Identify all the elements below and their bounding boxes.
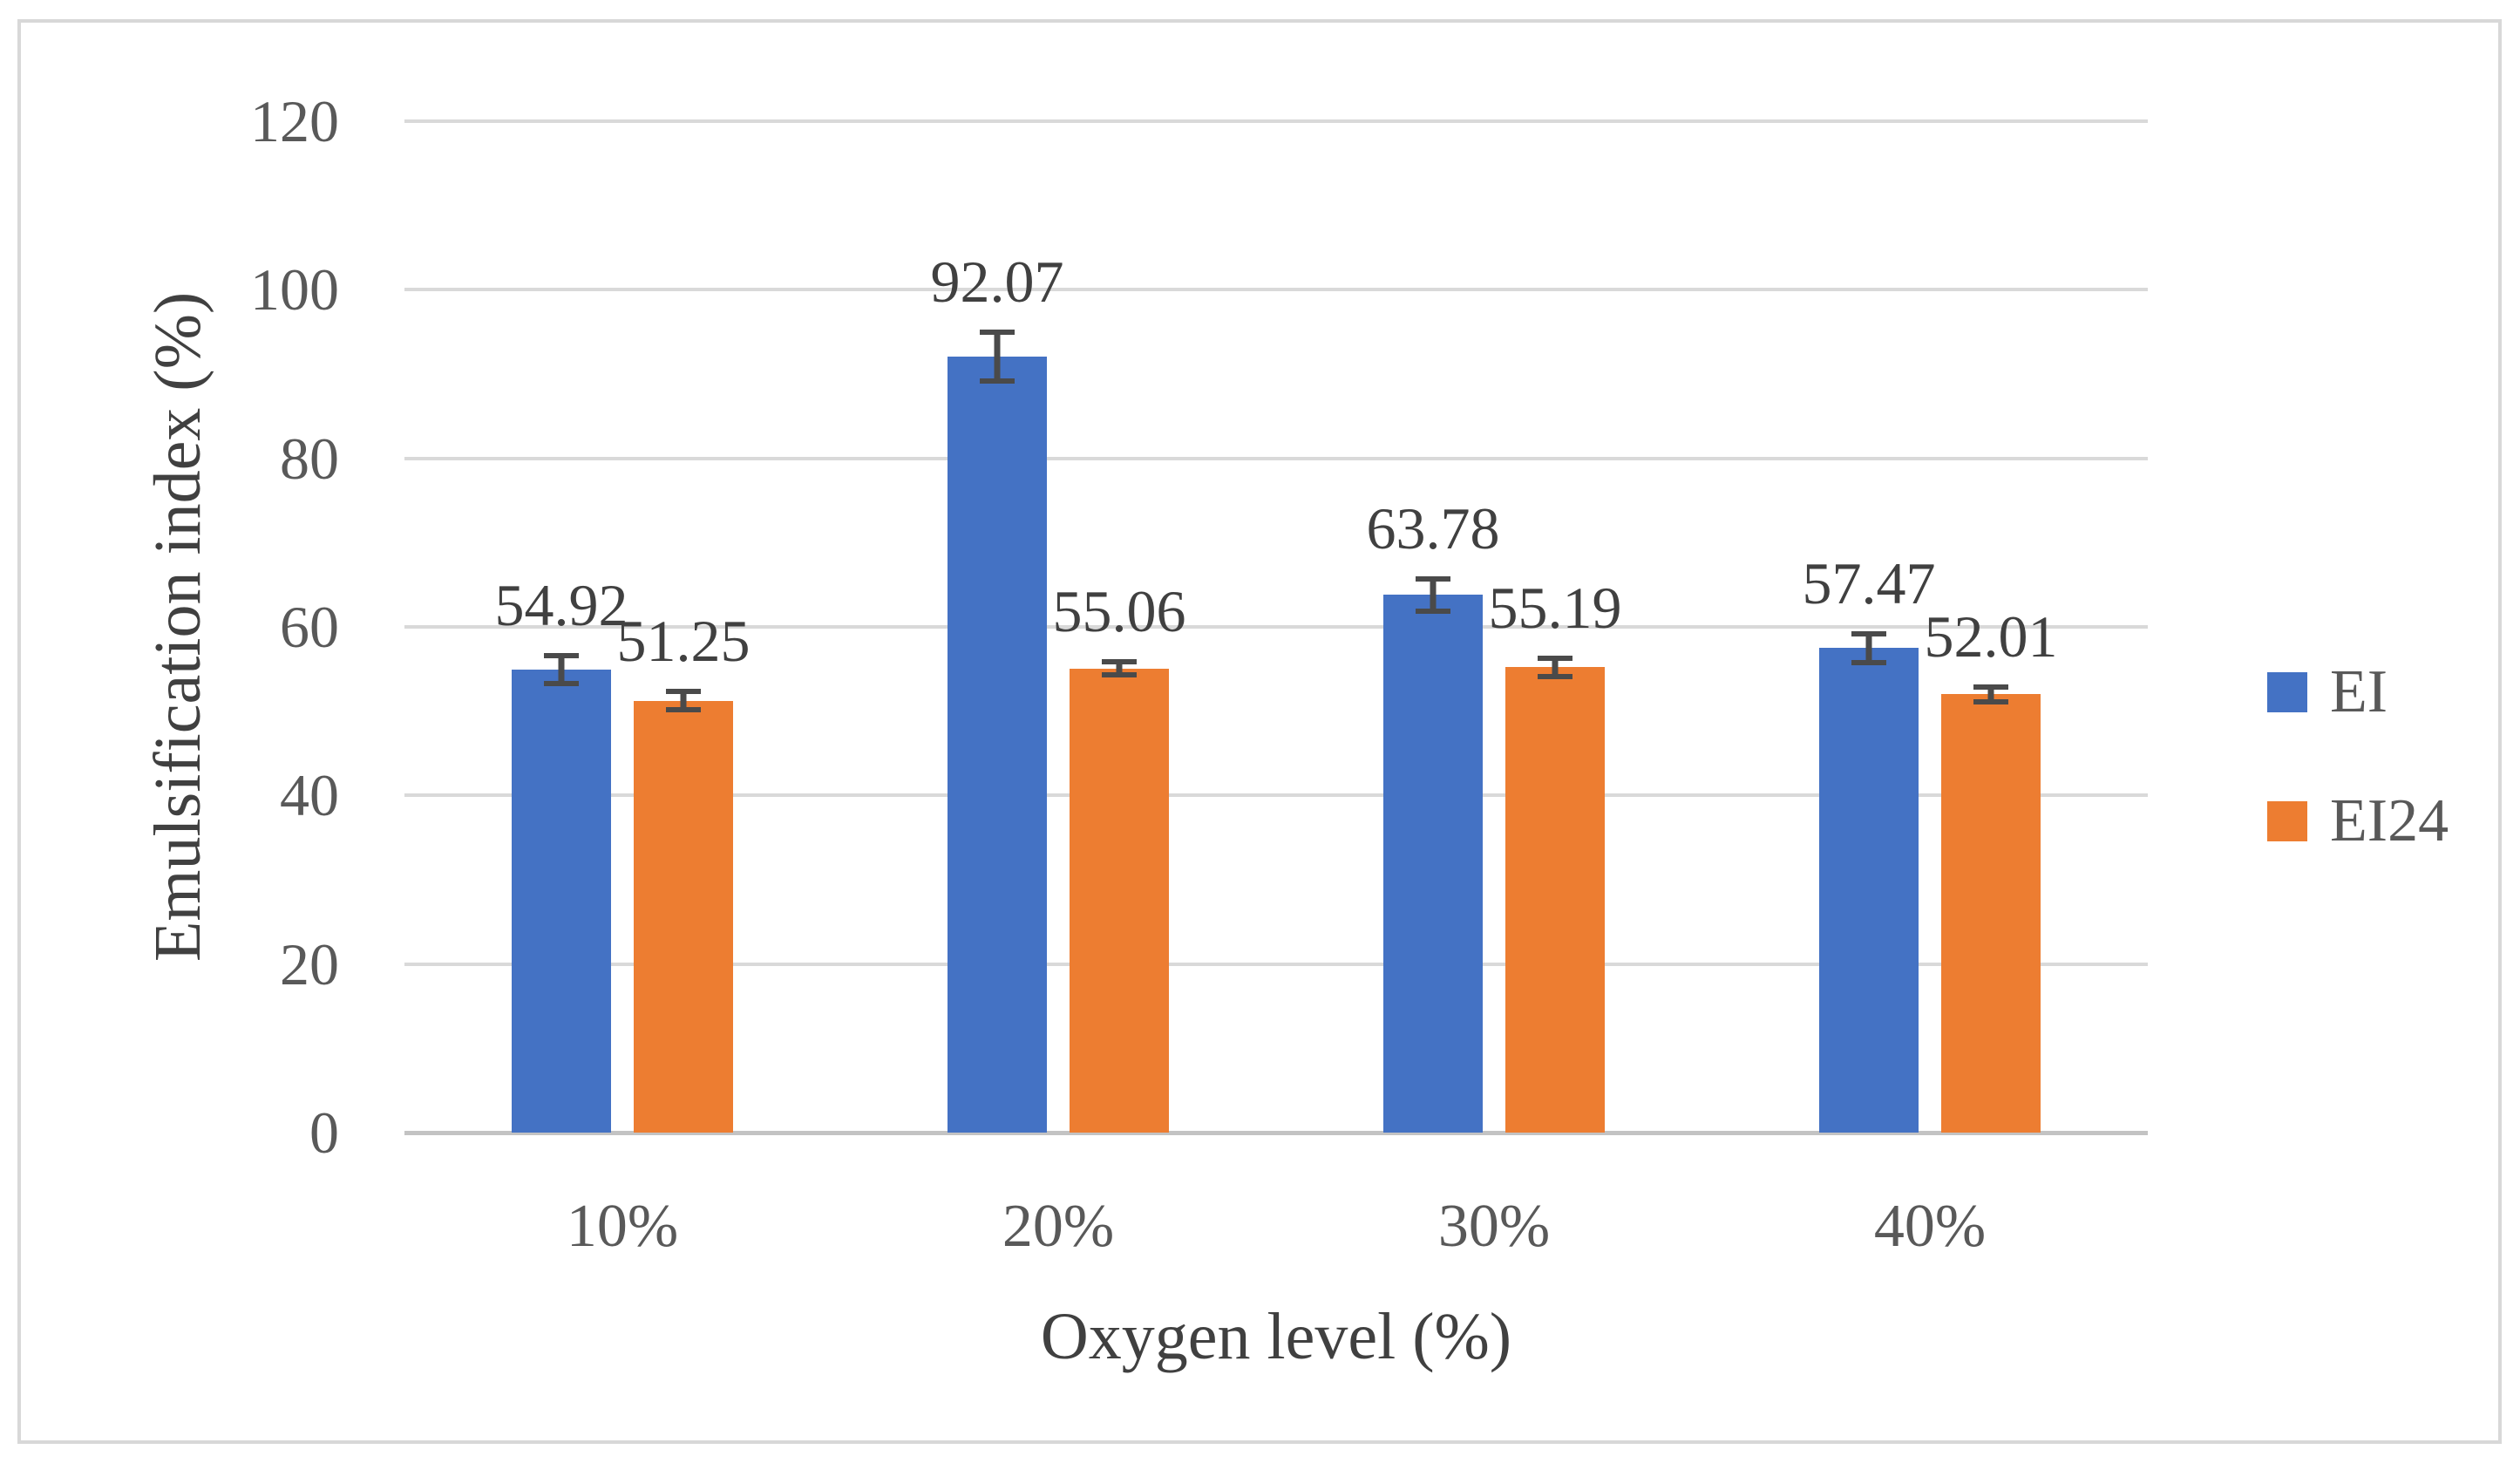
bar-EI-10% xyxy=(512,670,611,1133)
legend-swatch-ei24 xyxy=(2267,801,2307,841)
error-bar-cap-top xyxy=(980,330,1015,336)
error-bar-EI-20% xyxy=(980,330,1015,384)
y-tick-label-80: 80 xyxy=(280,425,339,492)
bar-EI-20% xyxy=(948,356,1047,1133)
error-bar-cap-bottom xyxy=(980,378,1015,384)
error-bar-cap-top xyxy=(1416,576,1450,582)
gridline-y-20 xyxy=(404,962,2148,966)
data-label-EI-20%: 92.07 xyxy=(930,248,1064,316)
x-category-label-20%: 20% xyxy=(1002,1193,1115,1260)
error-bar-line xyxy=(1430,576,1437,614)
error-bar-cap-top xyxy=(1973,684,2008,690)
error-bar-line xyxy=(680,689,687,713)
x-axis-title: Oxygen level (%) xyxy=(1040,1300,1512,1373)
error-bar-line xyxy=(1865,631,1872,665)
error-bar-line xyxy=(558,652,565,687)
error-bar-cap-top xyxy=(544,652,579,658)
error-bar-cap-bottom xyxy=(1416,608,1450,614)
x-category-label-10%: 10% xyxy=(566,1193,679,1260)
y-tick-label-40: 40 xyxy=(280,762,339,829)
plot-area: 54.92 92.07 63.78 57.47 51.25 55.06 55.19 52.01 xyxy=(404,119,2148,1135)
error-bar-line xyxy=(1987,684,1994,704)
error-bar-EI-10% xyxy=(544,652,579,687)
data-label-EI24-10%: 51.25 xyxy=(616,608,751,675)
bar-EI24-30% xyxy=(1505,667,1605,1133)
chart-frame: Emulsification index (%) 0 20 40 60 80 100 120… xyxy=(17,19,2502,1444)
error-bar-cap-bottom xyxy=(544,681,579,687)
gridline-y-100 xyxy=(404,288,2148,292)
gridline-y-60 xyxy=(404,625,2148,629)
error-bar-EI-40% xyxy=(1851,631,1886,665)
legend: EI EI24 xyxy=(2267,662,2449,852)
y-tick-label-100: 100 xyxy=(250,256,339,323)
error-bar-EI24-10% xyxy=(666,689,701,713)
legend-label-ei24: EI24 xyxy=(2330,787,2449,854)
bar-EI-30% xyxy=(1383,595,1483,1133)
error-bar-cap-bottom xyxy=(1851,659,1886,665)
bar-EI24-10% xyxy=(634,700,733,1133)
gridline-y-120 xyxy=(404,119,2148,123)
error-bar-line xyxy=(1552,655,1559,680)
data-label-EI24-40%: 52.01 xyxy=(1924,602,2058,670)
data-label-EI24-20%: 55.06 xyxy=(1052,578,1186,645)
legend-item-ei24: EI24 xyxy=(2267,791,2449,852)
bar-EI-40% xyxy=(1819,648,1919,1133)
error-bar-EI24-30% xyxy=(1538,655,1572,680)
legend-swatch-ei xyxy=(2267,672,2307,712)
error-bar-cap-bottom xyxy=(1102,672,1137,678)
error-bar-cap-bottom xyxy=(1973,698,2008,704)
legend-item-ei: EI xyxy=(2267,662,2449,723)
legend-label-ei: EI xyxy=(2330,658,2388,725)
error-bar-line xyxy=(1116,659,1123,678)
error-bar-cap-top xyxy=(666,689,701,695)
bar-EI24-20% xyxy=(1070,668,1169,1133)
x-category-label-40%: 40% xyxy=(1873,1193,1987,1260)
data-label-EI-10%: 54.92 xyxy=(494,571,628,638)
gridline-y-40 xyxy=(404,793,2148,798)
x-category-label-30%: 30% xyxy=(1437,1193,1551,1260)
error-bar-EI24-20% xyxy=(1102,659,1137,678)
y-tick-label-0: 0 xyxy=(309,1099,339,1166)
data-label-EI-40%: 57.47 xyxy=(1802,550,1936,617)
error-bar-EI-30% xyxy=(1416,576,1450,614)
error-bar-line xyxy=(994,330,1001,384)
error-bar-cap-top xyxy=(1851,631,1886,637)
gridline-y-80 xyxy=(404,456,2148,460)
y-tick-label-20: 20 xyxy=(280,930,339,997)
error-bar-cap-top xyxy=(1102,659,1137,665)
x-axis-line xyxy=(404,1131,2148,1135)
y-tick-label-120: 120 xyxy=(250,88,339,154)
bar-EI24-40% xyxy=(1941,694,2041,1133)
data-label-EI24-30%: 55.19 xyxy=(1488,574,1622,641)
data-label-EI-30%: 63.78 xyxy=(1366,495,1500,562)
error-bar-cap-bottom xyxy=(666,707,701,713)
y-tick-label-60: 60 xyxy=(280,594,339,660)
error-bar-cap-bottom xyxy=(1538,674,1572,680)
error-bar-EI24-40% xyxy=(1973,684,2008,704)
error-bar-cap-top xyxy=(1538,655,1572,661)
